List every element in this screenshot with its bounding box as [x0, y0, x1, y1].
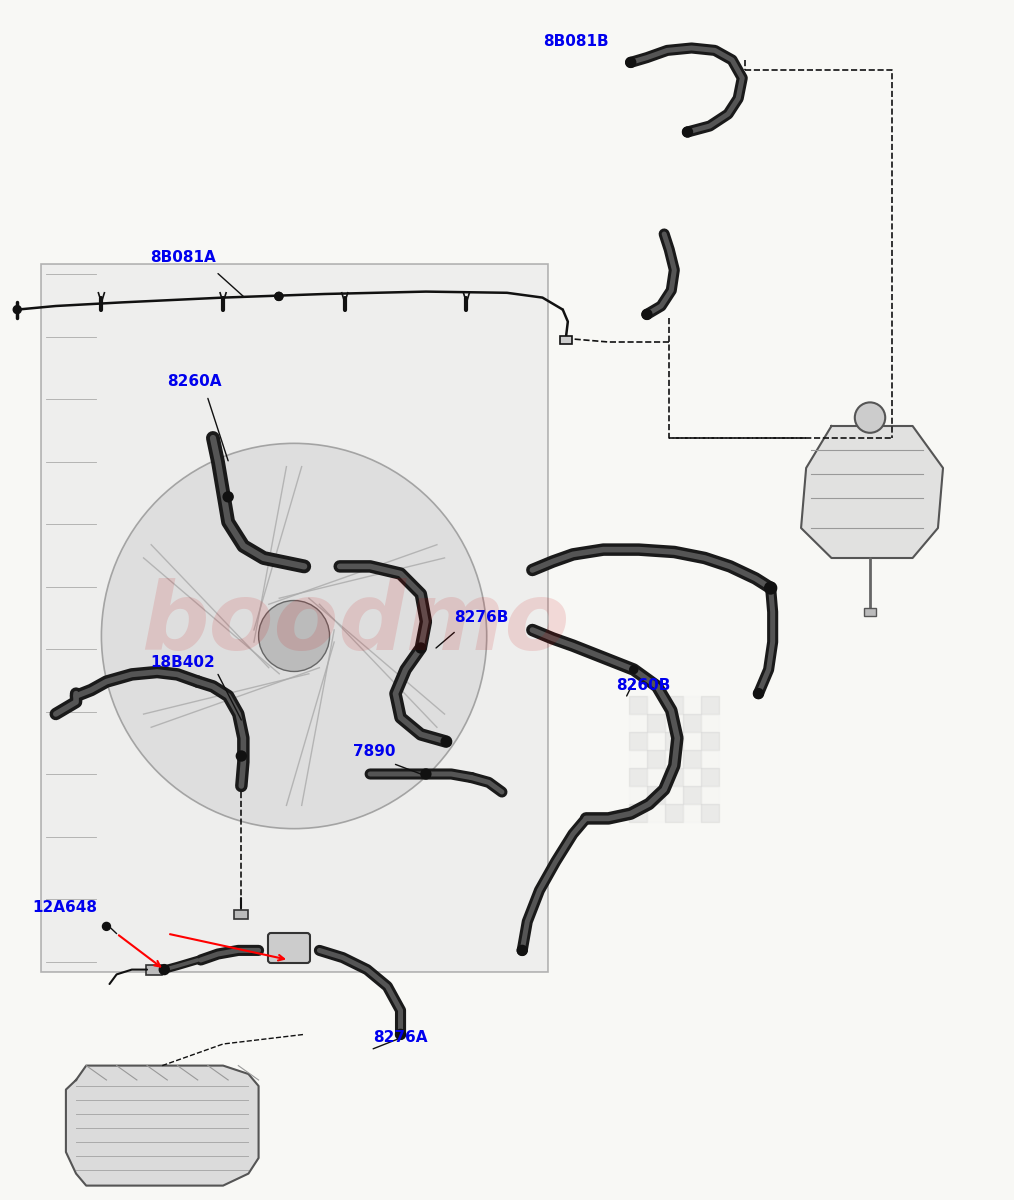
- Text: 8B081A: 8B081A: [150, 250, 216, 264]
- FancyBboxPatch shape: [268, 934, 310, 962]
- Bar: [41, 264, 548, 972]
- Bar: [682, 804, 701, 822]
- Circle shape: [259, 600, 330, 672]
- Bar: [647, 732, 665, 750]
- Bar: [682, 696, 701, 714]
- Bar: [629, 750, 647, 768]
- Circle shape: [224, 493, 232, 500]
- Bar: [682, 768, 701, 786]
- Circle shape: [765, 582, 777, 594]
- Bar: [647, 714, 665, 732]
- Bar: [560, 336, 572, 343]
- Circle shape: [753, 689, 764, 698]
- Text: 18B402: 18B402: [150, 655, 215, 670]
- Bar: [647, 786, 665, 804]
- Circle shape: [101, 443, 487, 829]
- Text: 12A648: 12A648: [32, 900, 97, 914]
- Bar: [665, 804, 682, 822]
- Circle shape: [236, 751, 246, 761]
- Text: 8260A: 8260A: [167, 374, 222, 389]
- Bar: [701, 786, 719, 804]
- Bar: [682, 786, 701, 804]
- Text: 8B081B: 8B081B: [544, 34, 609, 48]
- Bar: [701, 696, 719, 714]
- Circle shape: [682, 127, 693, 137]
- Bar: [665, 750, 682, 768]
- Bar: [701, 714, 719, 732]
- Bar: [665, 732, 682, 750]
- Bar: [701, 732, 719, 750]
- Bar: [629, 714, 647, 732]
- Text: 8276B: 8276B: [454, 610, 509, 624]
- Polygon shape: [801, 426, 943, 558]
- Bar: [665, 768, 682, 786]
- Circle shape: [627, 59, 635, 66]
- Bar: [665, 696, 682, 714]
- Circle shape: [275, 293, 283, 300]
- Bar: [864, 608, 876, 616]
- Bar: [629, 786, 647, 804]
- Circle shape: [13, 306, 21, 313]
- Circle shape: [275, 293, 283, 300]
- Circle shape: [422, 770, 430, 778]
- Circle shape: [626, 58, 636, 67]
- Bar: [647, 768, 665, 786]
- Circle shape: [855, 402, 885, 433]
- Bar: [629, 768, 647, 786]
- Text: boodmo: boodmo: [141, 578, 569, 670]
- Text: 8276A: 8276A: [373, 1030, 428, 1044]
- Circle shape: [223, 492, 233, 502]
- Circle shape: [441, 737, 451, 746]
- Bar: [665, 714, 682, 732]
- Text: 7890: 7890: [353, 744, 395, 758]
- Circle shape: [517, 946, 527, 955]
- Circle shape: [159, 965, 169, 974]
- Bar: [701, 750, 719, 768]
- Bar: [629, 804, 647, 822]
- Circle shape: [630, 666, 638, 673]
- Circle shape: [421, 769, 431, 779]
- Bar: [234, 910, 248, 919]
- Bar: [647, 750, 665, 768]
- Circle shape: [395, 1030, 406, 1039]
- Bar: [146, 965, 162, 974]
- Bar: [701, 804, 719, 822]
- Bar: [682, 732, 701, 750]
- Circle shape: [396, 1031, 405, 1038]
- Circle shape: [417, 644, 425, 652]
- Bar: [647, 696, 665, 714]
- Bar: [682, 714, 701, 732]
- Polygon shape: [66, 1066, 259, 1186]
- Bar: [665, 786, 682, 804]
- Bar: [647, 804, 665, 822]
- Circle shape: [102, 923, 111, 930]
- Circle shape: [237, 752, 245, 760]
- Bar: [701, 768, 719, 786]
- Circle shape: [416, 643, 426, 653]
- Bar: [629, 696, 647, 714]
- Circle shape: [642, 310, 652, 319]
- Bar: [629, 732, 647, 750]
- Text: 8260B: 8260B: [617, 678, 671, 692]
- Bar: [682, 750, 701, 768]
